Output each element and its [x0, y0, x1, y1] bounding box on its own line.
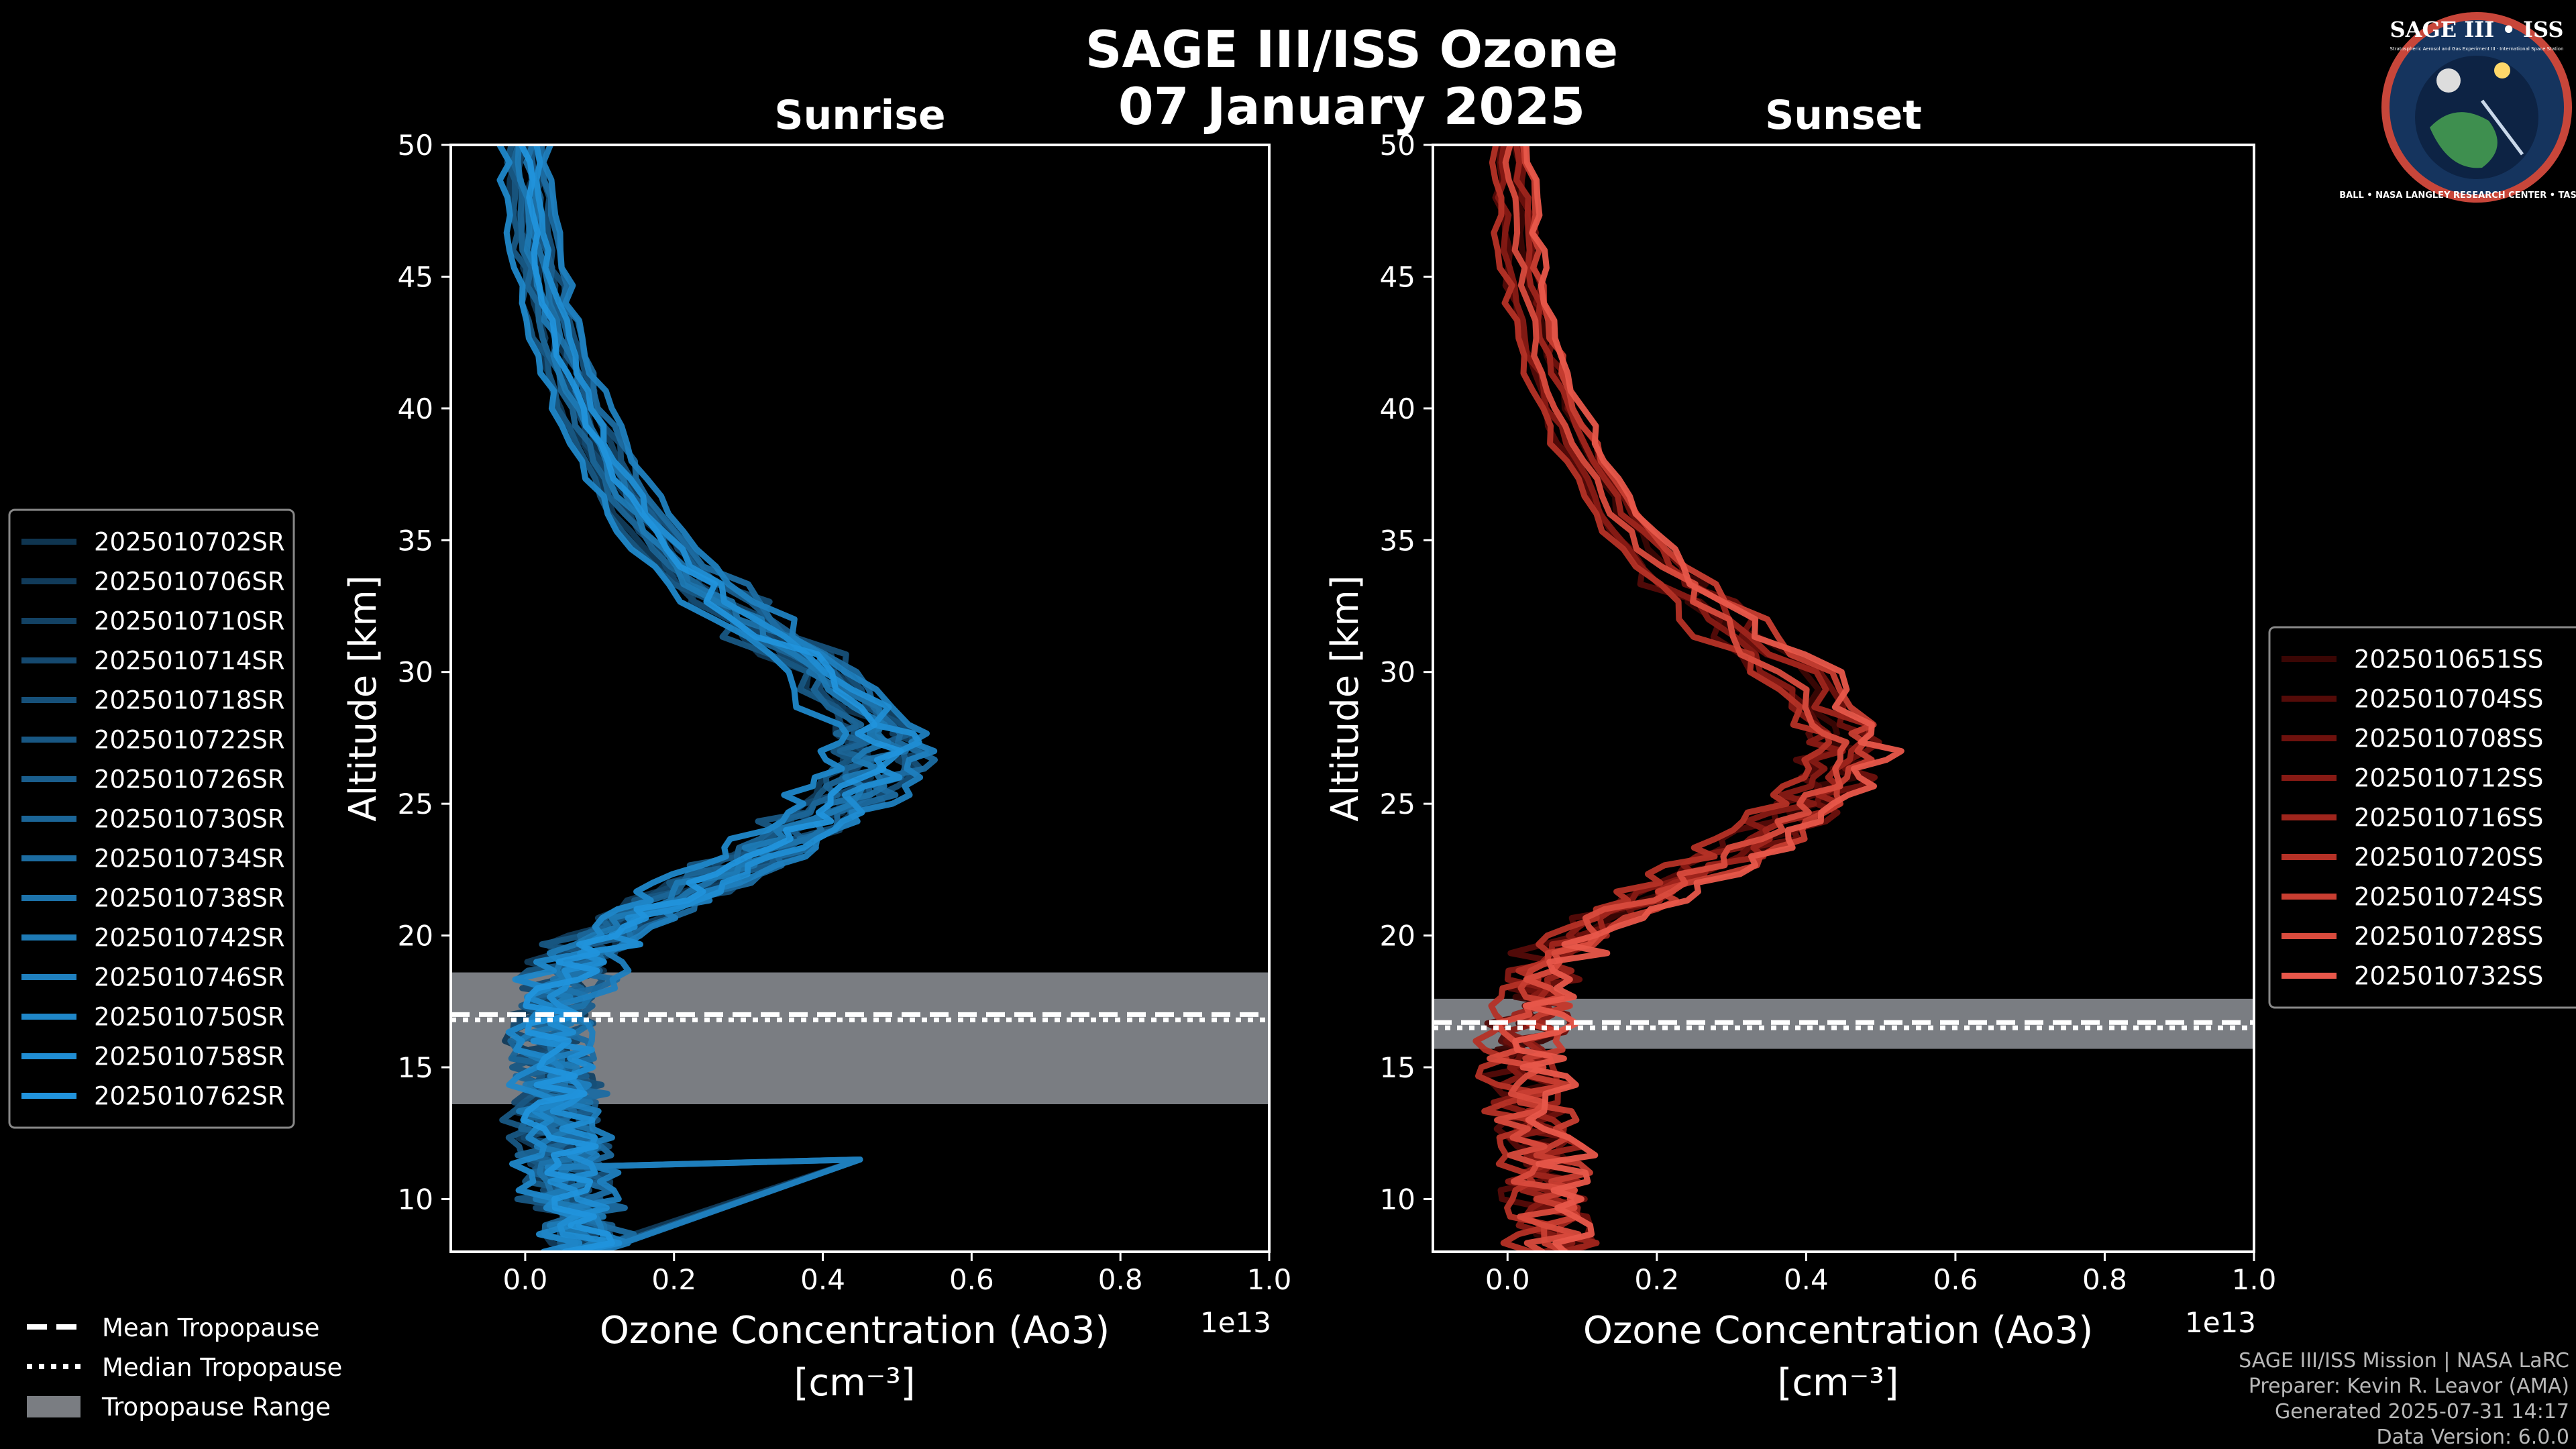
sunset-series-2025010732SS: [1512, 145, 1904, 1252]
sunrise-ytick-label: 10: [398, 1183, 433, 1216]
sunrise-legend: 2025010702SR 2025010706SR 2025010710SR 2025…: [8, 508, 295, 1129]
sunset-plot-area: [1433, 145, 2254, 1252]
sunrise-xtick-label: 0.2: [651, 1263, 696, 1296]
sunrise-legend-label: 2025010730SR: [94, 805, 285, 834]
sunrise-panel: 0.0 0.2 0.4 0.6 0.8 1.0 10 15 20 25 30 35 40 45 50 1e13…: [341, 92, 1291, 1405]
sunrise-legend-label: 2025010706SR: [94, 568, 285, 596]
sunset-ytick-label: 50: [1380, 129, 1415, 162]
sunset-title: Sunset: [1765, 92, 1922, 139]
sunset-frame: [1432, 144, 2255, 1253]
sunrise-ytick-label: 45: [398, 260, 433, 293]
sunrise-xtick-label: 1.0: [1247, 1263, 1292, 1296]
footer-line2: Preparer: Kevin R. Leavor (AMA): [2249, 1375, 2569, 1398]
sunset-legend: 2025010651SS 2025010704SS 2025010708SS 2025…: [2268, 626, 2576, 1009]
footer-line1: SAGE III/ISS Mission | NASA LaRC: [2239, 1349, 2569, 1373]
tropopause-legend: Mean Tropopause Median Tropopause Tropop…: [27, 1313, 342, 1421]
sunset-series-2025010728SS: [1487, 145, 1849, 1252]
sunset-legend-label: 2025010716SS: [2354, 804, 2543, 833]
sunset-xtick-label: 0.0: [1485, 1263, 1530, 1296]
sunrise-legend-label: 2025010710SR: [94, 607, 285, 636]
sunset-xlabel-line2: [cm⁻³]: [1777, 1361, 1898, 1405]
sunset-legend-label: 2025010732SS: [2354, 962, 2543, 991]
sunset-panel: 0.0 0.2 0.4 0.6 0.8 1.0 10 15 20 25 30 35 40 45 50 1e13…: [1324, 92, 2276, 1405]
sage-logo: SAGE III • ISS Stratospheric Aerosol and…: [2339, 12, 2576, 203]
logo-subtitle: Stratospheric Aerosol and Gas Experiment…: [2390, 46, 2563, 52]
sunrise-frame: [449, 144, 1271, 1253]
sunrise-xtick-label: 0.0: [503, 1263, 548, 1296]
sunrise-legend-label: 2025010702SR: [94, 528, 285, 557]
main-title-line1: SAGE III/ISS Ozone: [1085, 19, 1618, 79]
sunset-ytick-label: 35: [1380, 524, 1415, 557]
sunrise-series-2025010762SR: [518, 145, 904, 1252]
sunset-xtick-label: 0.8: [2082, 1263, 2127, 1296]
sunrise-legend-label: 2025010726SR: [94, 765, 285, 794]
sunrise-legend-label: 2025010762SR: [94, 1082, 285, 1111]
sunset-xtick-label: 0.2: [1634, 1263, 1679, 1296]
footer-line4: Data Version: 6.0.0: [2377, 1426, 2569, 1449]
sunrise-series-2025010750SR: [496, 145, 849, 1252]
sunset-legend-label: 2025010720SS: [2354, 843, 2543, 872]
sunset-ytick-label: 25: [1380, 788, 1415, 820]
sunrise-xlabel-line1: Ozone Concentration (Ao3): [600, 1309, 1110, 1352]
footer: SAGE III/ISS Mission | NASA LaRC Prepare…: [2239, 1349, 2569, 1449]
sunrise-xtick-label: 0.4: [800, 1263, 845, 1296]
sunrise-legend-label: 2025010738SR: [94, 884, 285, 913]
sunrise-ytick-label: 20: [398, 920, 433, 953]
sunset-legend-box: [2268, 626, 2576, 1009]
logo-ring-text: BALL • NASA LANGLEY RESEARCH CENTER • TA…: [2339, 191, 2576, 201]
sunset-ytick-label: 20: [1380, 920, 1415, 953]
sunrise-legend-box: [8, 508, 295, 1129]
sunrise-legend-label: 2025010722SR: [94, 726, 285, 755]
sunset-xtick-label: 1.0: [2232, 1263, 2277, 1296]
sunrise-legend-label: 2025010750SR: [94, 1003, 285, 1032]
sunrise-legend-label: 2025010746SR: [94, 963, 285, 992]
sunset-legend-label: 2025010724SS: [2354, 883, 2543, 912]
sunrise-xlabel-line2: [cm⁻³]: [794, 1361, 915, 1405]
sunset-xtick-label: 0.4: [1784, 1263, 1829, 1296]
sunset-ytick-label: 15: [1380, 1051, 1415, 1084]
footer-line3: Generated 2025-07-31 14:17: [2275, 1400, 2569, 1424]
sunrise-series-2025010758SR: [530, 145, 922, 1252]
sunrise-ytick-label: 35: [398, 524, 433, 557]
sunrise-legend-label: 2025010718SR: [94, 686, 285, 715]
tropopause-range-swatch: [27, 1396, 80, 1417]
sunrise-plot-area: [451, 145, 1269, 1252]
sunrise-legend-label: 2025010734SR: [94, 845, 285, 873]
sunrise-xtick-label: 0.8: [1098, 1263, 1143, 1296]
sunset-legend-label: 2025010651SS: [2354, 645, 2543, 674]
sunset-ytick-label: 40: [1380, 392, 1415, 425]
sunrise-ytick-label: 15: [398, 1051, 433, 1084]
sunset-x-multiplier: 1e13: [2185, 1306, 2256, 1339]
sunset-xtick-label: 0.6: [1933, 1263, 1978, 1296]
sunrise-x-multiplier: 1e13: [1200, 1306, 1271, 1339]
sunrise-ytick-label: 50: [398, 129, 433, 162]
sunrise-ylabel: Altitude [km]: [341, 575, 385, 821]
mean-tropopause-label: Mean Tropopause: [102, 1313, 320, 1342]
sunset-legend-label: 2025010704SS: [2354, 685, 2543, 714]
sunset-legend-label: 2025010708SS: [2354, 724, 2543, 753]
sunrise-series-2025010746SR: [540, 145, 938, 1252]
sunrise-ytick-label: 30: [398, 656, 433, 689]
main-title-line2: 07 January 2025: [1118, 76, 1585, 136]
sunset-legend-label: 2025010712SS: [2354, 764, 2543, 793]
sunset-ytick-label: 30: [1380, 656, 1415, 689]
sunset-xlabel-line1: Ozone Concentration (Ao3): [1583, 1309, 2093, 1352]
sunset-legend-label: 2025010728SS: [2354, 922, 2543, 951]
sunrise-title: Sunrise: [774, 92, 945, 139]
sunset-ylabel: Altitude [km]: [1324, 575, 1367, 821]
sunset-ytick-label: 10: [1380, 1183, 1415, 1216]
sunrise-ytick-label: 25: [398, 788, 433, 820]
sunset-ytick-label: 45: [1380, 260, 1415, 293]
sunrise-xtick-label: 0.6: [949, 1263, 994, 1296]
sunrise-ytick-label: 40: [398, 392, 433, 425]
sunrise-legend-label: 2025010742SR: [94, 924, 285, 953]
tropopause-range-label: Tropopause Range: [101, 1393, 331, 1421]
sunrise-legend-label: 2025010714SR: [94, 647, 285, 676]
median-tropopause-label: Median Tropopause: [102, 1353, 342, 1382]
logo-title: SAGE III • ISS: [2390, 17, 2564, 42]
sunrise-legend-label: 2025010758SR: [94, 1042, 285, 1071]
